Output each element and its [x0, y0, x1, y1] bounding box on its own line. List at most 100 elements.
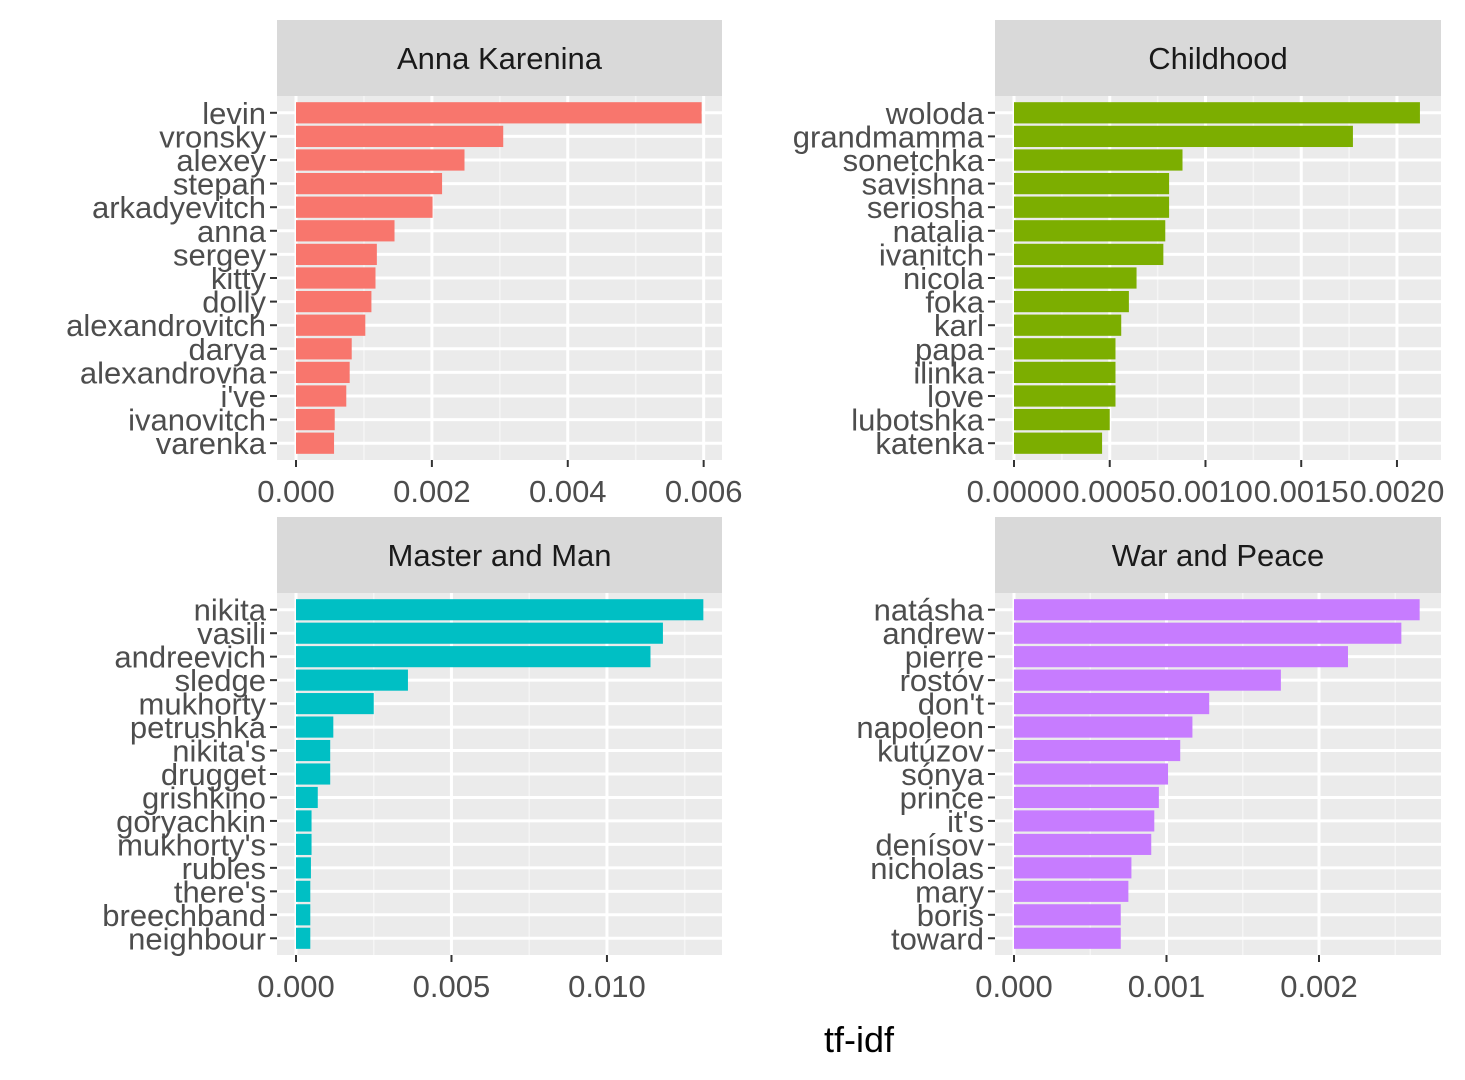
category-label: ivanovitch: [128, 403, 266, 438]
category-label: sónya: [901, 757, 984, 792]
bar: [1014, 857, 1132, 879]
bar: [296, 669, 408, 691]
bar: [296, 243, 377, 266]
category-label: breechband: [102, 898, 266, 933]
category-label: grishkino: [142, 780, 266, 815]
category-label: nikita's: [172, 734, 266, 769]
category-label: love: [927, 379, 984, 414]
facet-title: War and Peace: [1112, 538, 1325, 573]
bar: [296, 763, 331, 785]
facet-strip: [995, 20, 1441, 96]
category-label: i've: [220, 379, 266, 414]
facet-strip: [277, 20, 722, 96]
category-label: boris: [917, 898, 984, 933]
category-label: anna: [197, 214, 267, 249]
bar: [1014, 408, 1110, 431]
category-label: ivanitch: [879, 237, 984, 272]
category-label: andreevich: [114, 640, 266, 675]
bar: [1014, 904, 1121, 926]
bar: [296, 716, 334, 738]
bar: [296, 786, 318, 809]
facet-panel: Master and Man nikitavasiliandreevichsled…: [102, 517, 722, 1004]
bar: [296, 125, 504, 148]
category-label: levin: [202, 96, 266, 131]
bar: [296, 810, 312, 832]
category-label: drugget: [161, 757, 267, 792]
x-tick-label: 0.000: [975, 969, 1053, 1004]
bar: [296, 693, 374, 715]
bar: [1014, 833, 1152, 855]
bar: [1014, 622, 1402, 644]
category-label: alexey: [176, 143, 266, 178]
x-tick-label: 0.002: [1280, 969, 1358, 1004]
x-tick-label: 0.004: [529, 474, 607, 509]
bar: [1014, 102, 1420, 124]
x-axis-title: tf-idf: [824, 1019, 895, 1060]
bar: [296, 646, 651, 668]
x-tick-label: 0.0005: [1062, 474, 1157, 509]
category-label: grandmamma: [793, 119, 985, 154]
category-label: alexandrovitch: [66, 308, 266, 343]
bar: [296, 149, 465, 171]
category-label: andrew: [882, 616, 984, 651]
category-label: kutúzov: [877, 734, 984, 769]
category-label: savishna: [862, 167, 985, 202]
bar: [1014, 646, 1348, 668]
x-tick-label: 0.010: [568, 969, 646, 1004]
category-label: arkadyevitch: [92, 190, 266, 225]
category-label: rubles: [182, 851, 266, 886]
category-label: vronsky: [159, 119, 266, 154]
category-label: neighbour: [128, 921, 266, 956]
category-label: mary: [915, 874, 984, 909]
category-label: toward: [891, 921, 984, 956]
category-label: prince: [900, 780, 984, 815]
category-label: mukhorty's: [117, 827, 266, 862]
bar: [1014, 786, 1159, 809]
bar: [1014, 669, 1281, 691]
bar: [1014, 267, 1137, 289]
category-label: darya: [188, 332, 266, 367]
bar: [1014, 314, 1122, 336]
category-label: vasili: [197, 616, 266, 651]
category-label: woloda: [885, 96, 985, 131]
category-label: stepan: [173, 167, 266, 202]
bar: [296, 599, 704, 621]
category-label: petrushka: [130, 710, 267, 745]
x-tick-label: 0.002: [393, 474, 471, 509]
bar: [1014, 290, 1129, 313]
bar: [296, 904, 311, 926]
facet-title: Master and Man: [388, 538, 612, 573]
category-label: nikita: [194, 593, 267, 628]
bar: [1014, 763, 1169, 785]
category-label: dolly: [202, 285, 266, 320]
bar: [1014, 927, 1121, 949]
x-tick-label: 0.0000: [967, 474, 1062, 509]
bar: [1014, 125, 1353, 148]
category-label: foka: [925, 285, 984, 320]
category-label: goryachkin: [116, 804, 266, 839]
facet-panel: Childhood wolodagrandmammasonetchkasavish…: [793, 20, 1445, 509]
category-label: napoleon: [856, 710, 984, 745]
category-label: sonetchka: [843, 143, 985, 178]
bar: [1014, 385, 1116, 407]
category-label: natásha: [874, 593, 985, 628]
category-label: varenka: [156, 426, 267, 461]
bar: [1014, 361, 1116, 384]
bar: [296, 432, 335, 454]
bar: [1014, 810, 1155, 832]
facet-panel: Anna Karenina levinvronskyalexeystepanark…: [66, 20, 742, 509]
bar: [1014, 196, 1170, 218]
bar: [1014, 220, 1166, 242]
x-tick-label: 0.001: [1128, 969, 1206, 1004]
category-label: sledge: [175, 663, 266, 698]
bar: [296, 880, 311, 902]
category-label: kitty: [211, 261, 267, 296]
category-label: ilinka: [913, 355, 984, 390]
x-tick-label: 0.000: [257, 969, 335, 1004]
bar: [296, 927, 311, 949]
bar: [1014, 599, 1420, 621]
x-tick-label: 0.0020: [1350, 474, 1445, 509]
bar: [296, 361, 350, 384]
